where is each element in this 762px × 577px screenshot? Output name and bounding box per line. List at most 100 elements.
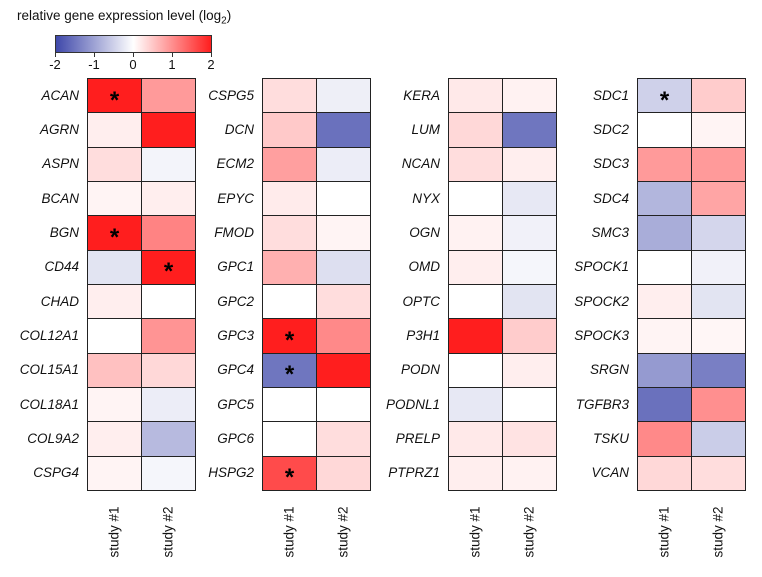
heatmap-cell: [692, 353, 746, 388]
legend-title: relative gene expression level (log2): [17, 8, 231, 27]
heatmap-cell: [142, 353, 196, 388]
gene-label: CSPG4: [33, 465, 79, 481]
gene-label: SDC4: [592, 190, 629, 206]
heatmap-cell: [317, 250, 371, 285]
column-label: study #1: [106, 506, 122, 558]
heatmap-cell: [692, 456, 746, 491]
heatmap-cell: [449, 284, 503, 320]
gene-label: HSPG2: [208, 465, 254, 481]
colorbar-tick-mark: [133, 53, 134, 57]
colorbar-tick-mark: [94, 53, 95, 57]
heatmap-cell: [692, 319, 746, 354]
gene-label: CHAD: [40, 293, 79, 309]
heatmap-cell: [692, 422, 746, 457]
heatmap-grid: * * *: [262, 78, 371, 491]
gene-label: GPC5: [217, 396, 254, 412]
colorbar-tick-label: -1: [88, 57, 100, 72]
heatmap-panel: CSPG5 DCN ECM2 EPYC FMOD GPC1 GPC2 GPC3 GPC4 GPC5…: [190, 78, 372, 577]
heatmap-cell: [449, 387, 503, 423]
heatmap-cell: [88, 113, 142, 148]
gene-label: BGN: [49, 224, 79, 240]
heatmap-cell: [638, 181, 692, 217]
colorbar-gradient: [55, 35, 212, 53]
colorbar-tick-mark: [211, 53, 212, 57]
heatmap-cell: [503, 147, 557, 182]
gene-label: COL9A2: [27, 430, 79, 446]
gene-label: SRGN: [589, 362, 629, 378]
column-label-wrap: study #1: [637, 492, 691, 572]
gene-label: NCAN: [401, 156, 440, 172]
gene-label: LUM: [411, 121, 440, 137]
colorbar-tick-label: 0: [129, 57, 137, 72]
heatmap-cell: [317, 319, 371, 354]
gene-label: TGFBR3: [575, 396, 629, 412]
gene-label: GPC3: [217, 327, 254, 343]
gene-label: VCAN: [591, 465, 629, 481]
heatmap-cell: [142, 113, 196, 148]
gene-label: SPOCK2: [574, 293, 629, 309]
heatmap-cell: [503, 353, 557, 388]
heatmap-panel: SDC1 SDC2 SDC3 SDC4 SMC3 SPOCK1 SPOCK2 SPOCK3 SR…: [565, 78, 747, 577]
heatmap-cell: [503, 250, 557, 285]
colorbar-tick-mark: [55, 53, 56, 57]
colorbar-tick-label: 1: [168, 57, 176, 72]
heatmap-cell: *: [263, 319, 317, 354]
heatmap-cell: [88, 353, 142, 388]
heatmap-cell: [638, 147, 692, 182]
gene-label: COL12A1: [19, 327, 79, 343]
heatmap-cell: [449, 250, 503, 285]
heatmap-cell: [449, 319, 503, 354]
heatmap-cell: [263, 79, 317, 114]
gene-label: CSPG5: [208, 87, 254, 103]
heatmap-cell: [638, 387, 692, 423]
heatmap-cell: [638, 250, 692, 285]
gene-label: GPC6: [217, 430, 254, 446]
heatmap-cell: [692, 250, 746, 285]
gene-label: OPTC: [402, 293, 440, 309]
heatmap-cell: [142, 319, 196, 354]
heatmap-cell: [503, 113, 557, 148]
heatmap-cell: [503, 319, 557, 354]
gene-label: ECM2: [216, 156, 254, 172]
heatmap-cell: [503, 284, 557, 320]
heatmap-cell: [317, 422, 371, 457]
heatmap-cell: [503, 79, 557, 114]
gene-label: GPC2: [217, 293, 254, 309]
gene-label: PTPRZ1: [388, 465, 440, 481]
gene-label-column: KERA LUM NCAN NYX OGN OMD OPTC P3H1 PODN PODNL1 PR…: [376, 78, 448, 490]
heatmap-cell: [638, 113, 692, 148]
heatmap-cell: [142, 387, 196, 423]
gene-label: ASPN: [42, 156, 79, 172]
gene-label: PODN: [400, 362, 440, 378]
gene-label: SDC1: [592, 87, 629, 103]
column-label-wrap: study #2: [316, 492, 370, 572]
heatmap-cell: [88, 181, 142, 217]
heatmap-cell: [449, 147, 503, 182]
heatmap-cell: [692, 113, 746, 148]
heatmap-cell: [88, 284, 142, 320]
heatmap-panel: KERA LUM NCAN NYX OGN OMD OPTC P3H1 PODN PODNL1 PR…: [376, 78, 558, 577]
gene-label-column: CSPG5 DCN ECM2 EPYC FMOD GPC1 GPC2 GPC3 GPC4 GPC5…: [190, 78, 262, 490]
column-label: study #1: [467, 506, 483, 558]
heatmap-cell: [503, 181, 557, 217]
gene-label: CD44: [44, 259, 79, 275]
gene-label: FMOD: [214, 224, 254, 240]
gene-label: COL18A1: [19, 396, 79, 412]
heatmap-cell: [449, 353, 503, 388]
heatmap-cell: [142, 181, 196, 217]
gene-label: OMD: [408, 259, 441, 275]
heatmap-cell: [692, 284, 746, 320]
gene-label-column: SDC1 SDC2 SDC3 SDC4 SMC3 SPOCK1 SPOCK2 SPOCK3 SR…: [565, 78, 637, 490]
column-label: study #2: [710, 506, 726, 558]
heatmap-cell: [503, 456, 557, 491]
gene-label: COL15A1: [19, 362, 79, 378]
heatmap-cell: [263, 422, 317, 457]
gene-label: OGN: [409, 224, 440, 240]
column-label: study #2: [335, 506, 351, 558]
gene-label: EPYC: [217, 190, 254, 206]
heatmap-panel: ACAN AGRN ASPN BCAN BGN CD44 CHAD COL12A1 COL15A…: [15, 78, 197, 577]
column-label-wrap: study #1: [448, 492, 502, 572]
heatmap-grid: * * *: [87, 78, 196, 491]
heatmap-cell: [692, 216, 746, 251]
